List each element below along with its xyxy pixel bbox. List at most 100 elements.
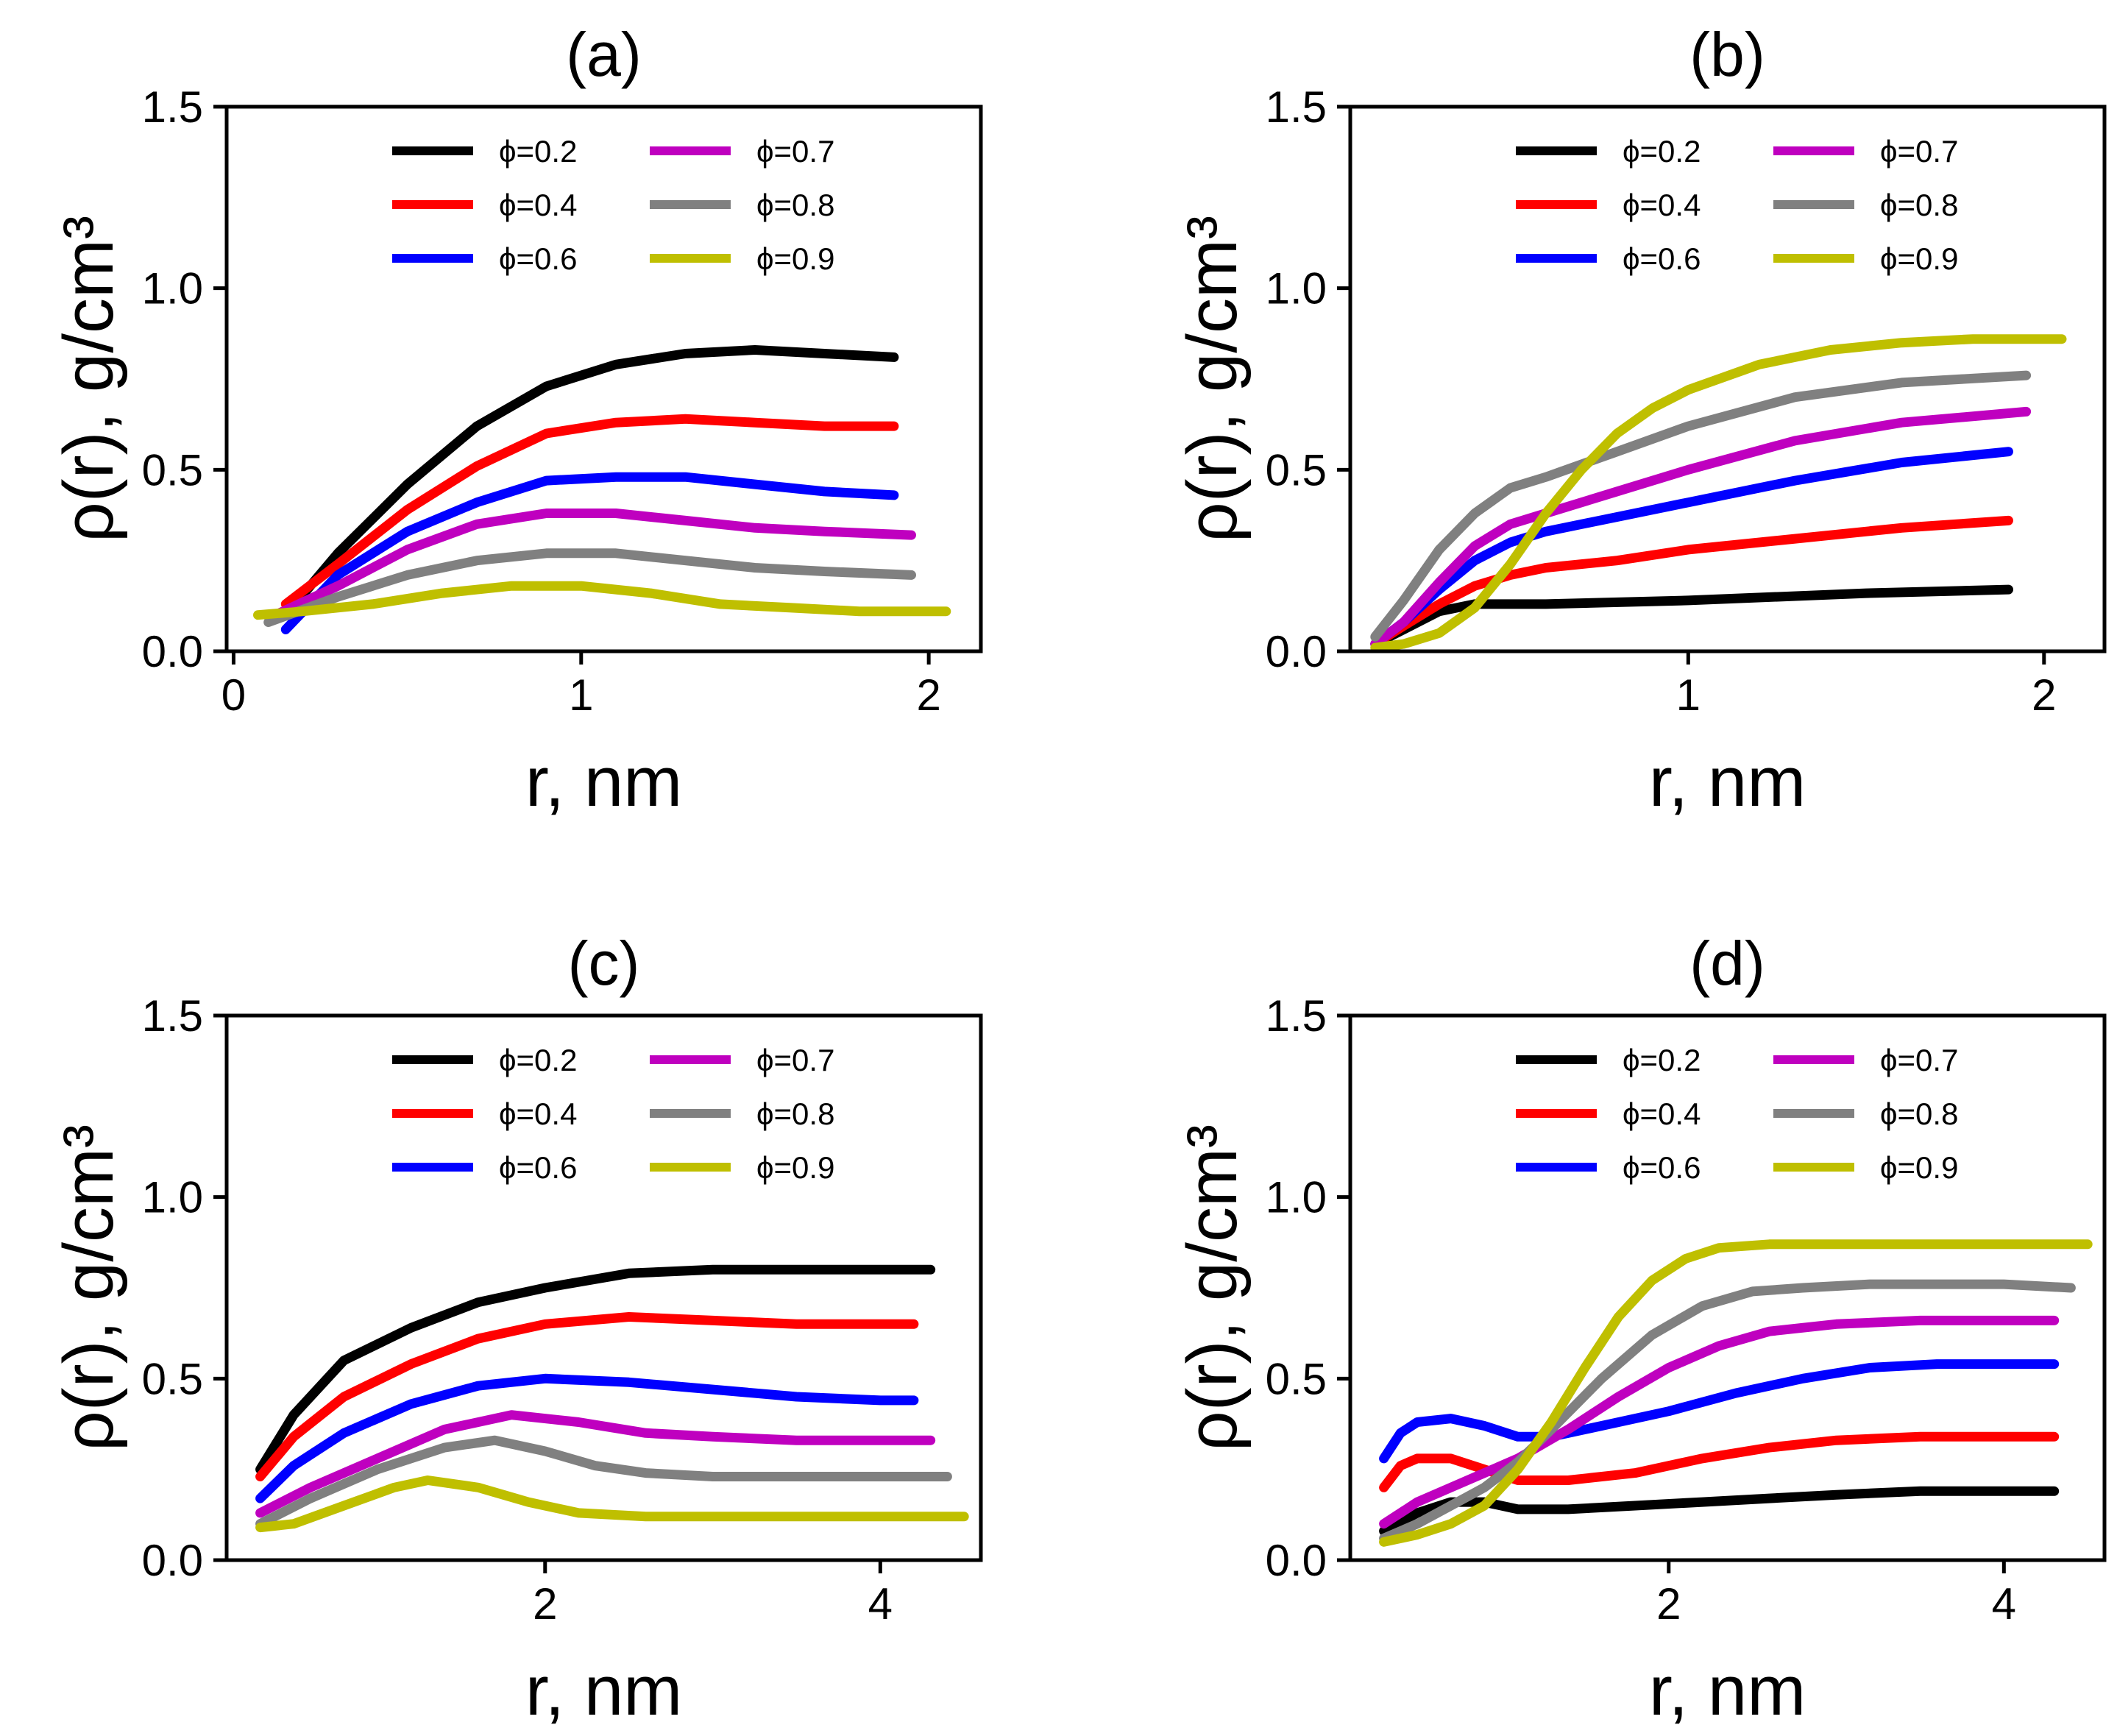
series-line-phi-0.8 [263, 548, 916, 627]
panel-c: (c) 0.0 0.5 1.0 1.5 2 4 r, nm ρ(r), g/cm³ ϕ=0.2 ϕ=… [49, 929, 983, 1730]
x-tick-label: 1 [569, 670, 593, 720]
x-tick-label: 2 [1656, 1579, 1681, 1629]
legend-label: ϕ=0.2 [1623, 1043, 1701, 1077]
x-tick-label: 2 [2032, 670, 2056, 720]
y-tick-label: 1.0 [1266, 1173, 1327, 1222]
legend-item: ϕ=0.4 [1516, 1096, 1701, 1131]
legend-item: ϕ=0.2 [392, 1043, 577, 1077]
y-tick-label: 0.5 [142, 1354, 203, 1403]
legend-label: ϕ=0.4 [499, 1096, 577, 1131]
legend-item: ϕ=0.6 [1516, 1150, 1701, 1185]
series-group [1370, 334, 2067, 651]
legend-label: ϕ=0.9 [756, 1150, 834, 1185]
y-tick-label: 1.0 [142, 1173, 203, 1222]
series-line-phi-0.6 [1379, 1359, 2060, 1464]
x-tick-label: 2 [533, 1579, 557, 1629]
legend-item: ϕ=0.4 [1516, 188, 1701, 222]
legend-item: ϕ=0.9 [650, 241, 834, 276]
series-line-phi-0.4 [1379, 1431, 2060, 1492]
legend-label: ϕ=0.4 [1623, 1096, 1701, 1131]
legend-label: ϕ=0.7 [756, 134, 834, 169]
y-tick-label: 1.5 [142, 991, 203, 1041]
panel-b: (b) 0.0 0.5 1.0 1.5 1 2 r, nm ρ(r), g/cm³ ϕ=0.2 ϕ=… [1173, 20, 2107, 821]
x-tick-label: 2 [916, 670, 940, 720]
legend-label: ϕ=0.6 [1623, 1150, 1701, 1185]
series-line-phi-0.7 [270, 509, 916, 620]
legend-label: ϕ=0.7 [756, 1043, 834, 1077]
legend-label: ϕ=0.8 [756, 188, 834, 222]
panel-title: (b) [1689, 20, 1765, 89]
legend-item: ϕ=0.9 [650, 1150, 834, 1185]
plot-frame [224, 104, 983, 653]
legend-item: ϕ=0.2 [1516, 134, 1701, 169]
legend-label: ϕ=0.8 [756, 1096, 834, 1131]
legend-label: ϕ=0.6 [499, 1150, 577, 1185]
x-tick-label: 4 [868, 1579, 893, 1629]
y-axis-label: ρ(r), g/cm³ [49, 1124, 128, 1451]
legend-label: ϕ=0.2 [499, 1043, 577, 1077]
y-tick-label: 0.0 [1266, 627, 1327, 676]
y-tick-label: 1.5 [1266, 82, 1327, 132]
y-tick-label: 1.0 [142, 264, 203, 313]
legend-item: ϕ=0.6 [392, 1150, 577, 1185]
series-line-phi-0.4 [1370, 515, 2013, 649]
legend-item: ϕ=0.2 [392, 134, 577, 169]
panel-title: (c) [568, 929, 640, 998]
y-tick-label: 0.0 [142, 627, 203, 676]
series-line-phi-0.8 [1370, 370, 2032, 642]
x-tick-label: 0 [221, 670, 246, 720]
legend-item: ϕ=0.7 [1773, 1043, 1958, 1077]
legend-label: ϕ=0.2 [499, 134, 577, 169]
series-line-phi-0.2 [280, 345, 899, 620]
legend-item: ϕ=0.9 [1773, 241, 1958, 276]
legend-label: ϕ=0.8 [1880, 188, 1958, 222]
x-axis-label: r, nm [525, 743, 682, 821]
y-axis-label: ρ(r), g/cm³ [49, 216, 128, 542]
legend-item: ϕ=0.8 [650, 188, 834, 222]
plot-frame [1348, 104, 2107, 653]
legend-item: ϕ=0.4 [392, 1096, 577, 1131]
legend-item: ϕ=0.6 [392, 241, 577, 276]
panel-d: (d) 0.0 0.5 1.0 1.5 2 4 r, nm ρ(r), g/cm³ ϕ=0.2 ϕ=… [1173, 929, 2107, 1730]
series-line-phi-0.9 [253, 581, 951, 620]
series-group [255, 1264, 969, 1533]
legend-label: ϕ=0.7 [1880, 1043, 1958, 1077]
y-tick-label: 0.5 [1266, 445, 1327, 495]
x-axis-label: r, nm [525, 1651, 682, 1730]
series-line-phi-0.4 [255, 1312, 919, 1481]
legend-item: ϕ=0.9 [1773, 1150, 1958, 1185]
legend-label: ϕ=0.8 [1880, 1096, 1958, 1131]
plot-frame [1348, 1013, 2107, 1562]
panel-title: (d) [1689, 929, 1765, 998]
series-group [253, 345, 951, 634]
legend-item: ϕ=0.8 [1773, 188, 1958, 222]
series-line-phi-0.6 [255, 1373, 919, 1503]
legend-item: ϕ=0.8 [650, 1096, 834, 1131]
legend-label: ϕ=0.4 [1623, 188, 1701, 222]
legend-item: ϕ=0.4 [392, 188, 577, 222]
y-tick-label: 1.0 [1266, 264, 1327, 313]
series-line-phi-0.2 [1379, 1486, 2060, 1536]
y-axis-label: ρ(r), g/cm³ [1173, 1124, 1252, 1451]
legend-label: ϕ=0.6 [499, 241, 577, 276]
x-axis-label: r, nm [1649, 1651, 1806, 1730]
x-tick-label: 4 [1992, 1579, 2016, 1629]
y-tick-label: 0.0 [142, 1536, 203, 1585]
y-tick-label: 0.5 [1266, 1354, 1327, 1403]
series-line-phi-0.8 [1379, 1279, 2076, 1543]
legend-item: ϕ=0.6 [1516, 241, 1701, 276]
legend-item: ϕ=0.8 [1773, 1096, 1958, 1131]
y-tick-label: 0.0 [1266, 1536, 1327, 1585]
x-axis-label: r, nm [1649, 743, 1806, 821]
series-line-phi-0.9 [1379, 1239, 2093, 1547]
legend-item: ϕ=0.7 [650, 134, 834, 169]
x-tick-label: 1 [1676, 670, 1701, 720]
legend-item: ϕ=0.2 [1516, 1043, 1701, 1077]
panel-a: (a) 0.0 0.5 1.0 1.5 0 1 2 r, nm ρ(r), g/cm³ ϕ=0.2 ϕ… [49, 20, 983, 821]
series-line-phi-0.6 [280, 472, 899, 634]
legend-item: ϕ=0.7 [650, 1043, 834, 1077]
legend-label: ϕ=0.9 [1880, 1150, 1958, 1185]
series-line-phi-0.7 [1379, 1315, 2060, 1529]
y-tick-label: 0.5 [142, 445, 203, 495]
